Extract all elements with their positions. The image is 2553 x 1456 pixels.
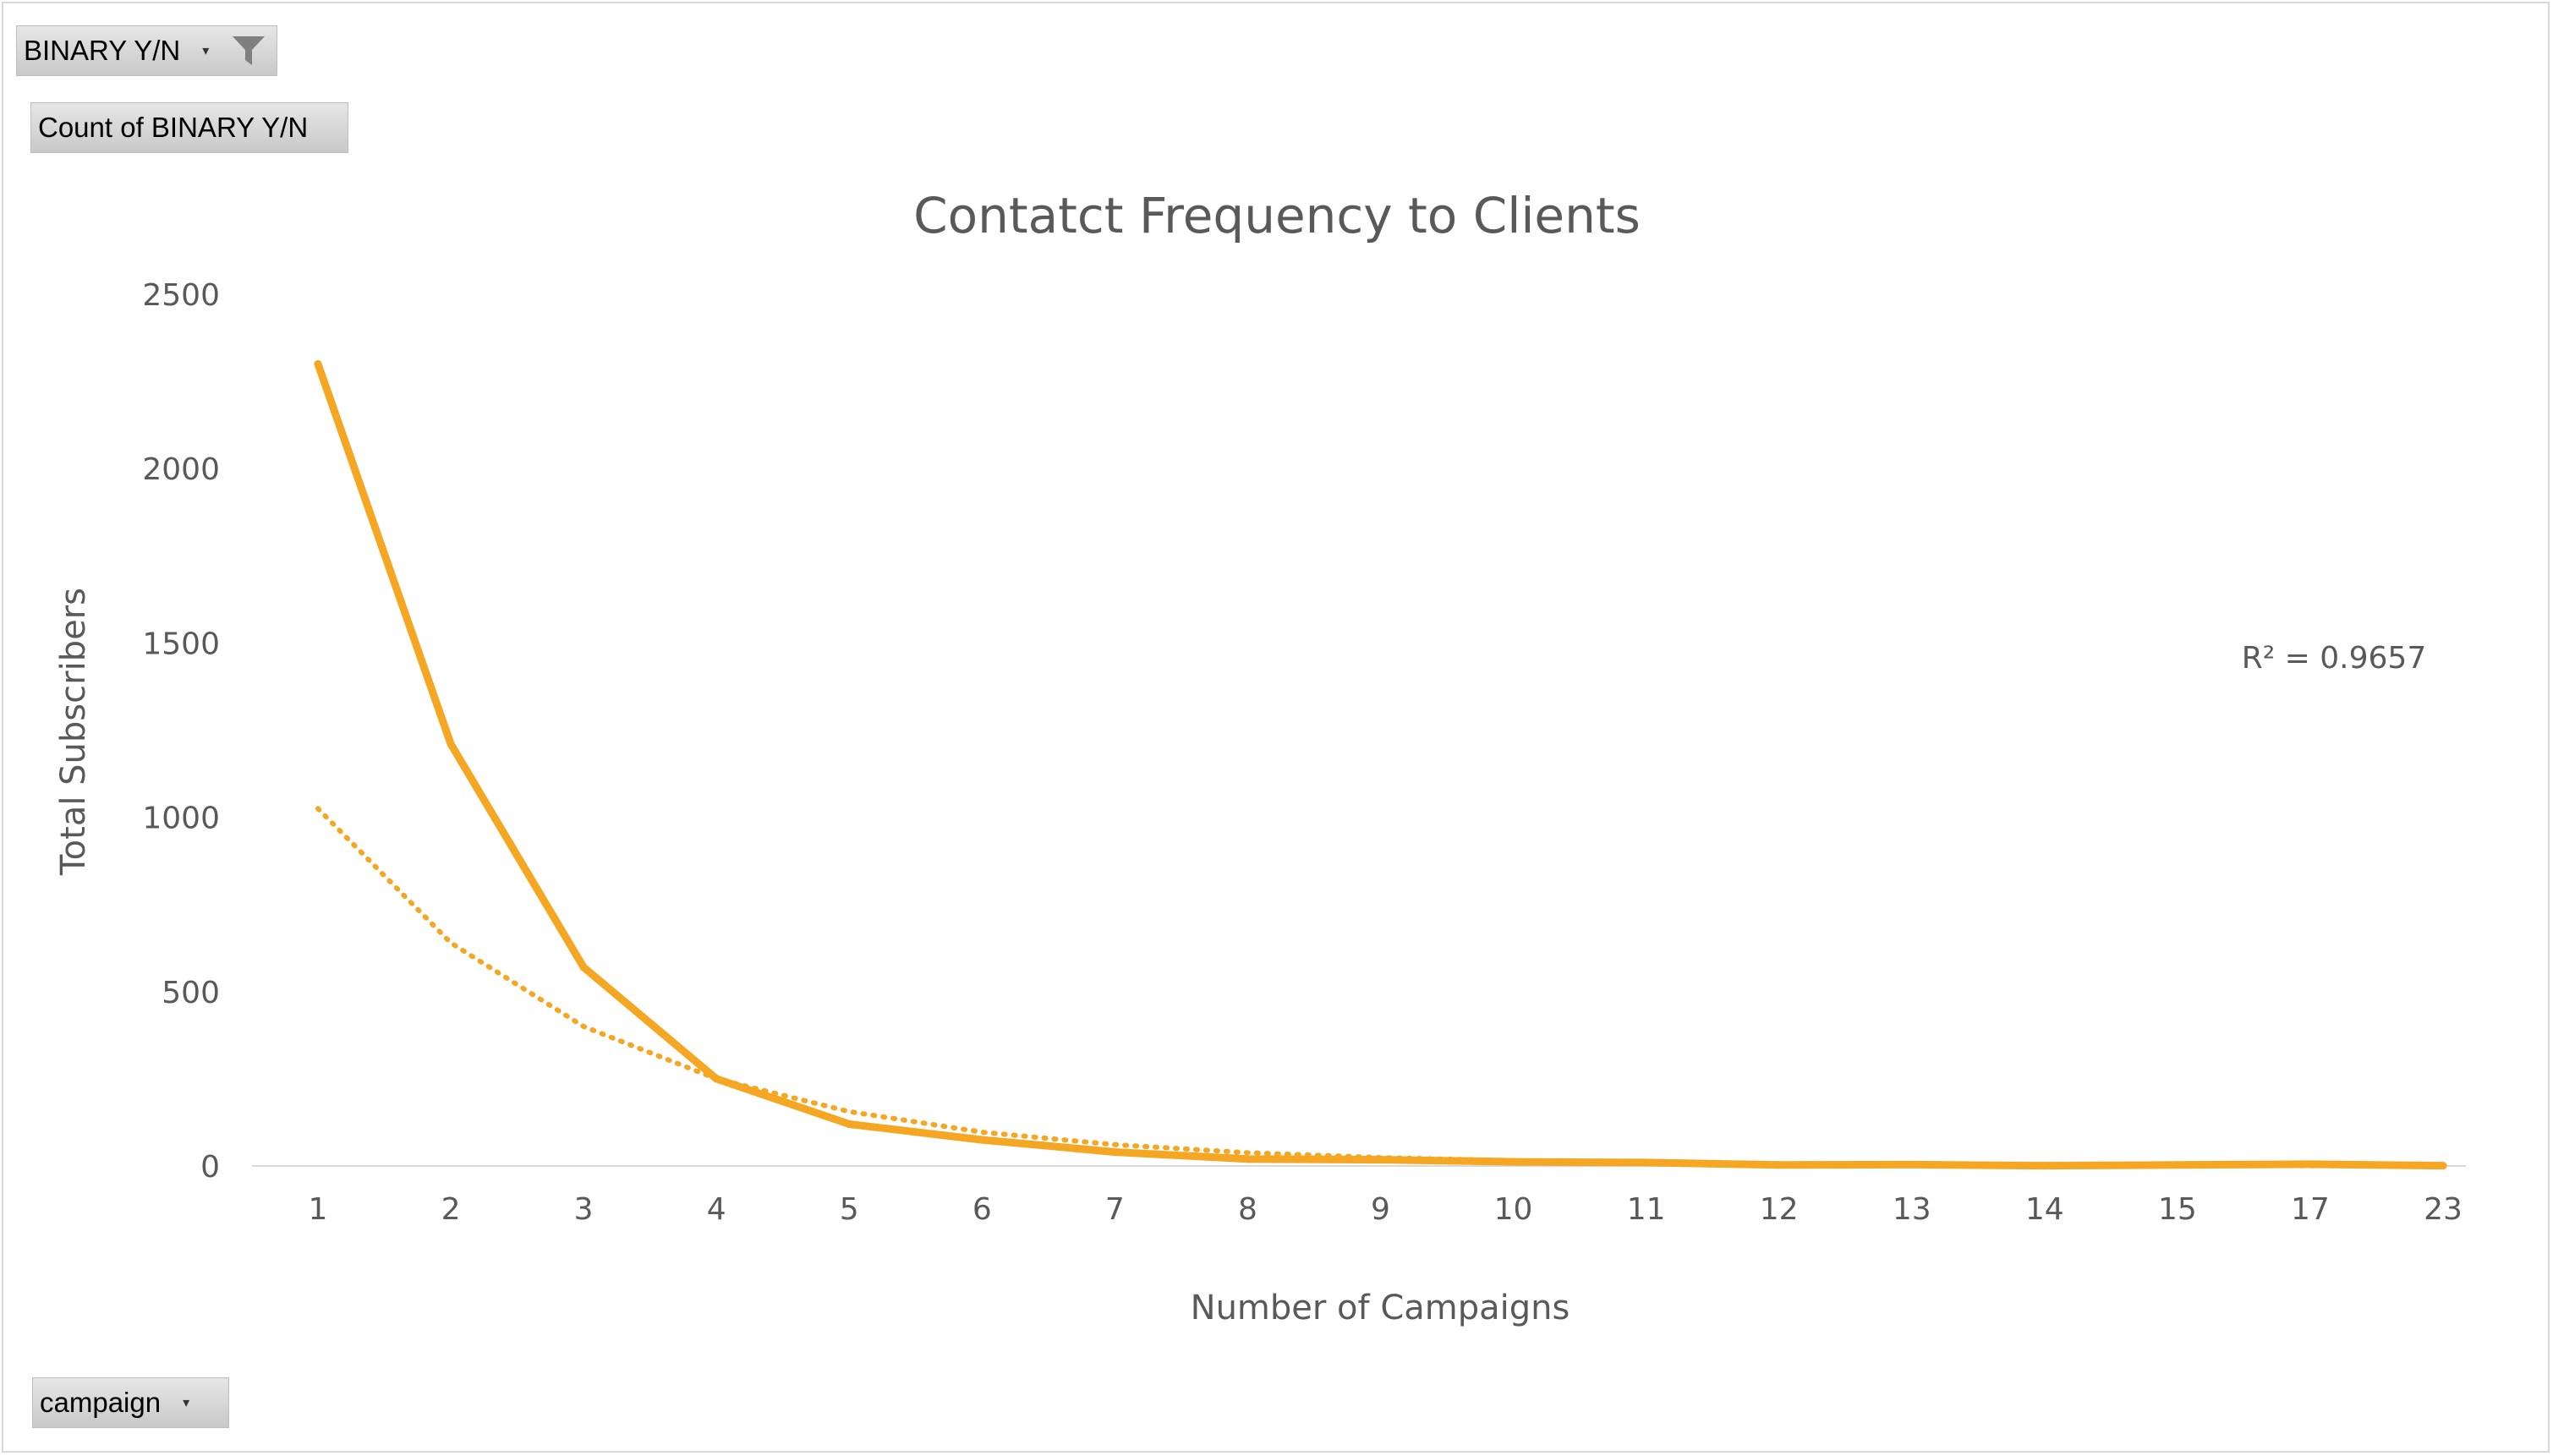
- x-tick-label: 15: [2158, 1192, 2197, 1227]
- data-points: [314, 359, 2447, 1170]
- data-point: [1775, 1161, 1783, 1169]
- value-field-label: Count of BINARY Y/N: [38, 112, 309, 143]
- x-tick-label: 14: [2025, 1192, 2064, 1227]
- data-point: [1243, 1155, 1252, 1163]
- filter-field-button[interactable]: BINARY Y/N ▾: [16, 25, 277, 76]
- data-point: [2306, 1160, 2315, 1169]
- series-line: [314, 360, 2447, 1170]
- x-tick-label: 13: [1893, 1192, 1931, 1227]
- x-tick-label: 8: [1238, 1192, 1257, 1227]
- data-point: [579, 963, 588, 972]
- data-point: [1377, 1156, 1384, 1164]
- x-tick-label: 5: [840, 1192, 859, 1227]
- y-tick-label: 2000: [142, 452, 220, 487]
- x-tick-labels: 1 2 3 4 5 6 7 8 9 10 11 12 13 14 15 17 23: [309, 1192, 2463, 1227]
- x-tick-label: 23: [2424, 1192, 2463, 1227]
- y-tick-labels: 0 500 1000 1500 2000 2500: [142, 278, 220, 1185]
- data-point: [1110, 1148, 1119, 1157]
- axis-field-button[interactable]: campaign ▾: [32, 1377, 229, 1428]
- x-tick-label: 9: [1371, 1192, 1390, 1227]
- y-tick-label: 2500: [142, 278, 220, 313]
- filter-icon[interactable]: [229, 31, 268, 70]
- y-axis-label: Total Subscribers: [54, 588, 93, 876]
- r-squared-label: R² = 0.9657: [2242, 641, 2426, 676]
- filter-field-label: BINARY Y/N: [24, 35, 181, 66]
- x-axis-label: Number of Campaigns: [1191, 1289, 1570, 1327]
- data-point: [2173, 1161, 2182, 1169]
- x-tick-label: 10: [1494, 1192, 1533, 1227]
- trendline: [315, 806, 2446, 1169]
- data-point: [712, 1075, 720, 1083]
- x-tick-label: 1: [309, 1192, 328, 1227]
- x-tick-label: 11: [1627, 1192, 1666, 1227]
- data-point: [2041, 1162, 2049, 1170]
- data-point: [845, 1120, 853, 1129]
- x-tick-label: 6: [972, 1192, 992, 1227]
- y-tick-label: 500: [162, 976, 220, 1010]
- x-tick-label: 3: [574, 1192, 594, 1227]
- x-tick-label: 7: [1105, 1192, 1125, 1227]
- data-point: [314, 359, 322, 368]
- chart-title: Contatct Frequency to Clients: [913, 187, 1641, 244]
- value-field-button[interactable]: Count of BINARY Y/N: [30, 102, 348, 153]
- x-tick-label: 4: [707, 1192, 726, 1227]
- x-tick-label: 17: [2291, 1192, 2330, 1227]
- data-point: [1642, 1158, 1651, 1167]
- chevron-down-icon: ▾: [183, 1396, 190, 1410]
- x-tick-label: 2: [441, 1192, 461, 1227]
- y-tick-label: 1500: [142, 627, 220, 661]
- data-point: [2439, 1162, 2447, 1170]
- y-tick-label: 1000: [142, 802, 220, 836]
- y-tick-label: 0: [200, 1150, 220, 1185]
- data-point: [1908, 1160, 1916, 1169]
- data-point: [978, 1136, 986, 1144]
- data-point: [447, 740, 455, 748]
- x-tick-label: 12: [1760, 1192, 1799, 1227]
- axis-field-label: campaign: [40, 1387, 162, 1418]
- data-point: [1509, 1158, 1518, 1166]
- chevron-down-icon: ▾: [202, 44, 210, 58]
